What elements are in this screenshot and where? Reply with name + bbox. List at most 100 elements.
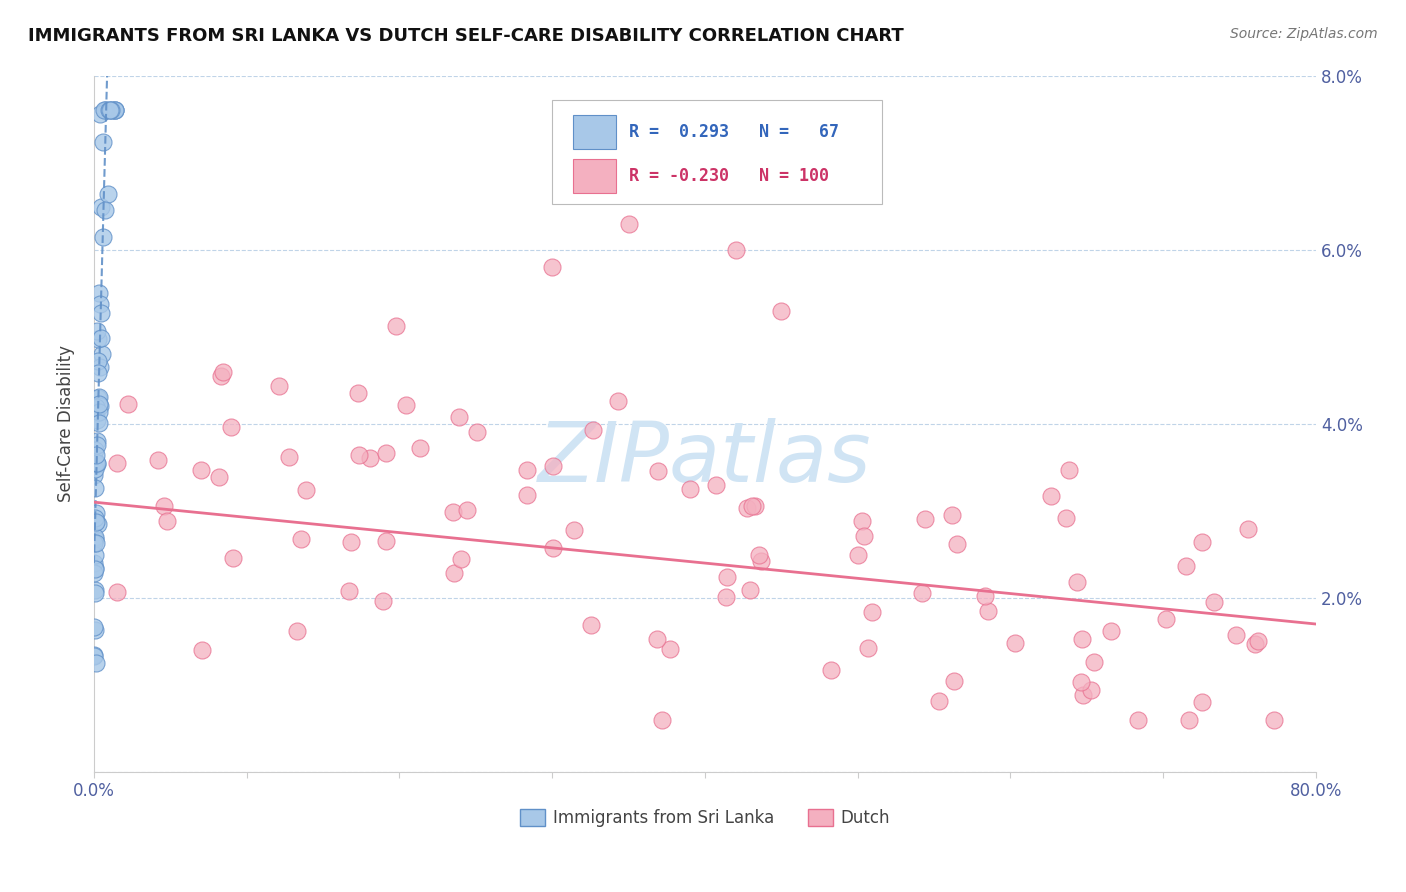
Point — [820, 663, 842, 677]
Y-axis label: Self-Care Disability: Self-Care Disability — [58, 345, 75, 502]
Point — [86, 412, 108, 426]
Point — [607, 394, 630, 409]
Point — [541, 459, 564, 474]
Point — [1154, 612, 1177, 626]
Text: Source: ZipAtlas.com: Source: ZipAtlas.com — [1230, 27, 1378, 41]
Point — [94, 103, 117, 118]
Point — [1070, 632, 1092, 647]
Point — [1054, 510, 1077, 524]
Point — [90, 200, 112, 214]
Point — [749, 553, 772, 567]
Point — [103, 103, 125, 118]
Point — [1202, 595, 1225, 609]
Point — [105, 456, 128, 470]
Point — [84, 582, 107, 597]
Point — [87, 332, 110, 346]
Point — [1004, 636, 1026, 650]
Point — [89, 107, 111, 121]
Point — [84, 406, 107, 420]
Point — [738, 582, 761, 597]
Point — [84, 530, 107, 544]
Point — [295, 483, 318, 497]
Point — [208, 470, 231, 484]
Point — [91, 230, 114, 244]
Point — [339, 534, 361, 549]
Point — [290, 533, 312, 547]
Point — [714, 590, 737, 604]
Point — [222, 551, 245, 566]
Point — [449, 409, 471, 424]
Point — [581, 617, 603, 632]
Point — [83, 649, 105, 664]
Point — [914, 512, 936, 526]
Point — [97, 103, 120, 118]
Point — [90, 347, 112, 361]
Point — [1237, 522, 1260, 536]
Point — [371, 593, 394, 607]
Point — [84, 532, 107, 546]
Point — [84, 448, 107, 462]
FancyBboxPatch shape — [574, 159, 616, 193]
Point — [1128, 713, 1150, 727]
Point — [87, 286, 110, 301]
Point — [153, 500, 176, 514]
Point — [89, 390, 111, 404]
Point — [104, 103, 127, 118]
Point — [1243, 637, 1265, 651]
Point — [97, 187, 120, 202]
Text: ZIPatlas: ZIPatlas — [538, 418, 872, 500]
Point — [516, 463, 538, 477]
Legend: Immigrants from Sri Lanka, Dutch: Immigrants from Sri Lanka, Dutch — [513, 802, 897, 833]
Point — [83, 468, 105, 483]
Point — [645, 632, 668, 646]
Point — [83, 562, 105, 576]
Point — [441, 505, 464, 519]
Point — [86, 457, 108, 471]
Point — [84, 400, 107, 414]
Point — [385, 319, 408, 334]
Text: R =  0.293   N =   67: R = 0.293 N = 67 — [630, 123, 839, 141]
Point — [84, 462, 107, 476]
Point — [541, 541, 564, 555]
Point — [359, 451, 381, 466]
Point — [101, 103, 124, 118]
Point — [911, 586, 934, 600]
Point — [716, 570, 738, 584]
Point — [212, 365, 235, 379]
Point — [83, 566, 105, 580]
Point — [89, 416, 111, 430]
Point — [93, 202, 115, 217]
Point — [96, 103, 118, 118]
Point — [706, 478, 728, 492]
Point — [190, 463, 212, 477]
Point — [465, 425, 488, 439]
Point — [83, 536, 105, 550]
Point — [83, 648, 105, 662]
Point — [943, 674, 966, 689]
Point — [84, 624, 107, 638]
Point — [724, 243, 747, 257]
Point — [744, 499, 766, 513]
Text: IMMIGRANTS FROM SRI LANKA VS DUTCH SELF-CARE DISABILITY CORRELATION CHART: IMMIGRANTS FROM SRI LANKA VS DUTCH SELF-… — [28, 27, 904, 45]
Point — [87, 354, 110, 368]
Point — [84, 516, 107, 530]
Point — [86, 456, 108, 470]
Point — [89, 400, 111, 414]
Point — [87, 392, 110, 406]
Point — [86, 437, 108, 451]
Point — [374, 446, 396, 460]
Point — [267, 379, 290, 393]
Point — [1071, 689, 1094, 703]
Point — [84, 455, 107, 469]
Point — [86, 324, 108, 338]
Text: R = -0.230   N = 100: R = -0.230 N = 100 — [630, 167, 830, 185]
Point — [1080, 683, 1102, 698]
Point — [409, 441, 432, 455]
Point — [651, 713, 673, 727]
Point — [851, 514, 873, 528]
Point — [93, 103, 115, 118]
Point — [1066, 574, 1088, 589]
Point — [515, 488, 537, 502]
Point — [658, 641, 681, 656]
Point — [156, 514, 179, 528]
